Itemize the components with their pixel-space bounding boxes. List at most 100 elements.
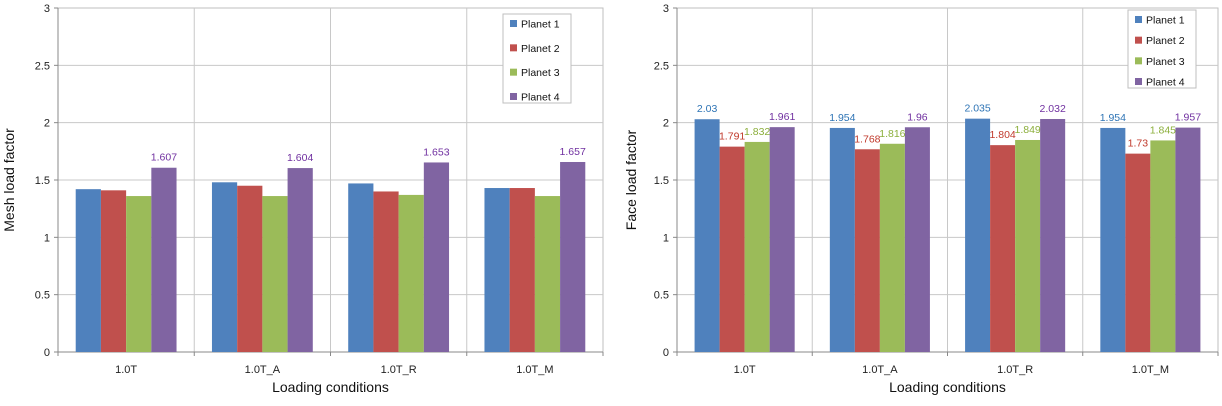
legend: Planet 1 Planet 2 Planet 3 Planet 4 bbox=[1127, 9, 1197, 89]
x-axis-title: Loading conditions bbox=[889, 379, 1006, 395]
bar-planet-3 bbox=[1150, 140, 1176, 352]
y-tick-label: 0.5 bbox=[35, 290, 50, 302]
legend-label: Planet 1 bbox=[1146, 15, 1185, 27]
bar-planet-3 bbox=[534, 196, 561, 352]
bar-planet-4 bbox=[904, 127, 930, 353]
legend-swatch bbox=[510, 68, 517, 76]
x-tick-label: 1.0T_M bbox=[516, 364, 553, 376]
data-label: 1.954 bbox=[829, 112, 855, 124]
bar-planet-4 bbox=[423, 162, 450, 352]
bar-planet-4 bbox=[560, 161, 586, 352]
bar-planet-3 bbox=[744, 141, 770, 352]
bar-planet-4 bbox=[1175, 127, 1201, 352]
x-tick-label: 1.0T_A bbox=[245, 364, 281, 376]
y-tick-label: 1.5 bbox=[654, 175, 669, 187]
data-label: 1.804 bbox=[989, 129, 1015, 141]
legend-label: Planet 4 bbox=[1146, 77, 1185, 89]
legend-label: Planet 2 bbox=[521, 43, 560, 55]
y-tick-label: 1 bbox=[44, 232, 50, 244]
bar-planet-1 bbox=[484, 188, 510, 352]
x-tick-label: 1.0T_A bbox=[862, 364, 898, 376]
legend-swatch bbox=[1135, 57, 1142, 65]
bar-planet-1 bbox=[965, 118, 991, 352]
data-label: 2.035 bbox=[964, 103, 990, 115]
data-label: 1.961 bbox=[769, 111, 795, 123]
data-label: 1.607 bbox=[151, 152, 177, 164]
bar-planet-1 bbox=[211, 182, 238, 352]
data-label: 1.604 bbox=[287, 152, 313, 164]
bar-planet-2 bbox=[719, 146, 745, 352]
bar-planet-2 bbox=[1125, 153, 1151, 352]
data-label: 2.03 bbox=[697, 103, 718, 115]
data-label: 1.832 bbox=[744, 126, 770, 138]
data-label: 1.957 bbox=[1175, 112, 1201, 124]
data-label: 1.653 bbox=[423, 146, 449, 158]
x-tick-label: 1.0T bbox=[734, 364, 756, 376]
y-tick-label: 2 bbox=[663, 118, 669, 130]
legend-swatch bbox=[1135, 16, 1142, 23]
y-tick-label: 1 bbox=[663, 232, 669, 244]
legend-swatch bbox=[510, 93, 517, 100]
y-tick-label: 3 bbox=[44, 3, 50, 15]
data-label: 1.791 bbox=[719, 131, 745, 143]
bar-planet-3 bbox=[126, 196, 152, 352]
bar-planet-1 bbox=[694, 119, 720, 352]
data-label: 1.954 bbox=[1100, 112, 1126, 124]
bar-planet-3 bbox=[1015, 139, 1041, 352]
legend-swatch bbox=[1135, 78, 1142, 85]
bar-planet-2 bbox=[373, 191, 399, 352]
legend: Planet 1 Planet 2 Planet 3 Planet 4 bbox=[502, 13, 572, 104]
chart-panel-1: 0 0.5 1 1.5 2 2.5 3 1.607 1.0T 1.604 1.0T_A 1.653 1.… bbox=[1, 3, 604, 395]
legend-label: Planet 4 bbox=[521, 92, 560, 104]
bar-planet-2 bbox=[854, 149, 880, 352]
bar-planet-1 bbox=[1100, 127, 1126, 352]
data-label: 1.845 bbox=[1150, 124, 1176, 136]
legend-label: Planet 2 bbox=[1146, 35, 1185, 47]
bar-planet-2 bbox=[100, 190, 127, 352]
legend-swatch bbox=[510, 20, 517, 27]
y-tick-label: 0.5 bbox=[654, 290, 669, 302]
bar-planet-4 bbox=[769, 127, 795, 352]
bar-planet-4 bbox=[151, 167, 177, 352]
legend-label: Planet 3 bbox=[521, 67, 560, 79]
y-tick-label: 2 bbox=[44, 118, 50, 130]
bar-planet-4 bbox=[1040, 118, 1066, 352]
x-tick-label: 1.0T bbox=[115, 364, 137, 376]
legend-label: Planet 1 bbox=[521, 19, 560, 31]
bar-planet-1 bbox=[829, 127, 855, 352]
bar-planet-2 bbox=[237, 185, 263, 352]
legend-label: Planet 3 bbox=[1146, 56, 1185, 68]
y-axis-title: Face load factor bbox=[623, 129, 639, 230]
bar-planet-1 bbox=[348, 183, 374, 352]
data-label: 1.657 bbox=[560, 146, 586, 158]
x-tick-label: 1.0T_R bbox=[997, 364, 1033, 376]
data-label: 1.816 bbox=[879, 128, 905, 140]
x-tick-label: 1.0T_R bbox=[381, 364, 417, 376]
y-tick-label: 2.5 bbox=[654, 60, 669, 72]
y-axis-title: Mesh load factor bbox=[1, 128, 17, 232]
bar-planet-3 bbox=[398, 194, 424, 352]
bar-planet-3 bbox=[262, 196, 288, 352]
y-tick-label: 0 bbox=[663, 347, 669, 359]
bar-planet-3 bbox=[879, 143, 905, 352]
data-label: 1.96 bbox=[907, 111, 928, 123]
x-axis-title: Loading conditions bbox=[272, 379, 389, 395]
bar-planet-2 bbox=[990, 145, 1016, 352]
legend-swatch bbox=[1135, 36, 1142, 44]
bar-planet-1 bbox=[75, 189, 101, 352]
x-tick-label: 1.0T_M bbox=[1132, 364, 1169, 376]
data-label: 1.849 bbox=[1014, 124, 1040, 136]
data-label: 1.768 bbox=[854, 133, 880, 145]
legend-swatch bbox=[510, 44, 517, 52]
bar-planet-2 bbox=[509, 188, 535, 352]
y-tick-label: 2.5 bbox=[35, 60, 50, 72]
y-tick-label: 0 bbox=[44, 347, 50, 359]
y-tick-label: 3 bbox=[663, 3, 669, 15]
data-label: 1.73 bbox=[1128, 138, 1149, 150]
bar-planet-4 bbox=[287, 168, 313, 352]
legend-box bbox=[502, 13, 572, 104]
data-label: 2.032 bbox=[1040, 103, 1066, 115]
